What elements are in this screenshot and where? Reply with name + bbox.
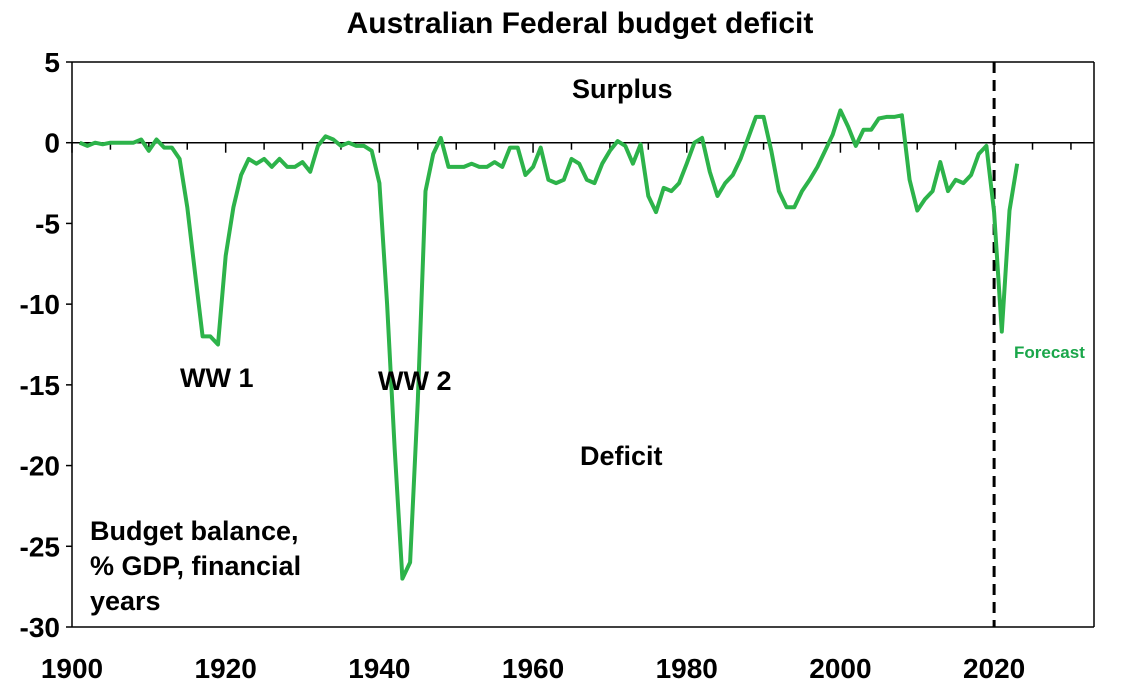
units-label-line-1: Budget balance, [90,516,299,546]
deficit-label: Deficit [580,441,663,471]
units-label-line-2: % GDP, financial [90,551,301,581]
chart-title: Australian Federal budget deficit [347,7,814,40]
y-tick-label: -15 [20,370,60,401]
y-tick-label: -10 [20,289,60,320]
y-tick-label: 5 [44,47,60,78]
forecast-label: Forecast [1014,343,1085,362]
budget-balance-series-line [78,108,1020,581]
ww1-label: WW 1 [180,363,254,393]
y-tick-label: -20 [20,451,60,482]
x-tick-label: 2000 [809,653,871,684]
ww2-label: WW 2 [378,366,452,396]
units-label-line-3: years [90,586,161,616]
x-tick-label: 1960 [502,653,564,684]
y-tick-label: 0 [44,128,60,159]
x-tick-label: 1920 [195,653,257,684]
x-tick-label: 2020 [963,653,1025,684]
surplus-label: Surplus [572,74,673,104]
y-tick-label: -30 [20,612,60,643]
tick-labels: 5 0 -5 -10 -15 -20 -25 -30 1900 1920 1940 1960 1980 2… [20,47,1026,684]
x-tick-label: 1980 [656,653,718,684]
x-tick-label: 1900 [41,653,103,684]
x-tick-label: 1940 [348,653,410,684]
y-tick-label: -25 [20,531,60,562]
y-tick-label: -5 [35,208,60,239]
